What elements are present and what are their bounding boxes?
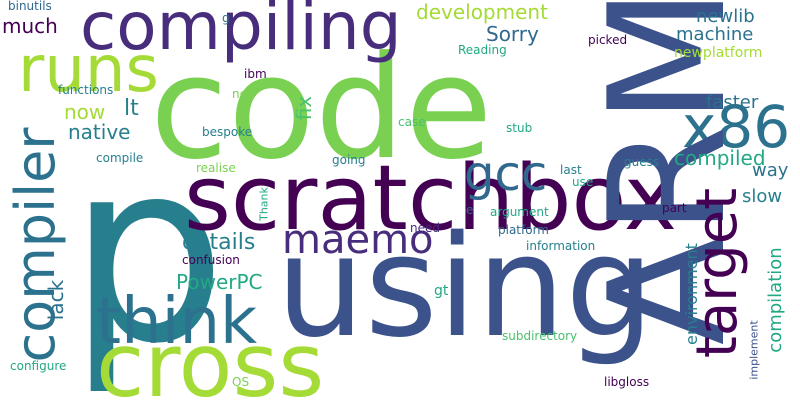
word-bespoke: bespoke — [202, 126, 252, 138]
word-compiler: compiler — [9, 127, 63, 362]
word-use: use — [572, 176, 593, 188]
word-guess: guess — [624, 156, 659, 168]
word-os: OS — [232, 376, 249, 388]
word-argument: argument — [490, 206, 549, 218]
word-functions: functions — [58, 84, 113, 96]
word-platform: platform — [498, 224, 549, 236]
word-details: details — [182, 232, 255, 254]
word-gt: gt — [434, 284, 448, 298]
word-confusion: confusion — [182, 254, 240, 266]
word-development: development — [416, 2, 548, 22]
word-gcc: gcc — [464, 150, 547, 198]
word-case: case — [398, 116, 426, 128]
word-thank: Thank — [259, 187, 270, 221]
word-environment: environment — [684, 243, 700, 345]
word-now: now — [64, 102, 105, 122]
word-stub: stub — [506, 122, 532, 134]
word-machine: machine — [676, 26, 753, 44]
word-subdirectory: subdirectory — [502, 330, 577, 342]
word-configure: configure — [10, 360, 66, 372]
word-way: way — [752, 162, 788, 180]
word-native: native — [68, 122, 130, 142]
word-compilation: compilation — [767, 247, 785, 352]
word-part: part — [662, 202, 687, 214]
word-sorry: Sorry — [486, 24, 539, 44]
word-faster: faster — [706, 94, 758, 112]
word-going: going — [332, 154, 366, 166]
word-e: e — [466, 204, 473, 216]
word-picked: picked — [588, 34, 627, 46]
word-slow: slow — [742, 188, 782, 206]
word-newplatform: newplatform — [674, 46, 762, 60]
word-lack: lack — [46, 280, 66, 320]
word-implement: implement — [749, 320, 760, 379]
word-g: g — [222, 12, 230, 24]
word-reading: Reading — [458, 44, 507, 56]
word-ibm: ibm — [244, 68, 267, 80]
word-libgloss: libgloss — [604, 376, 649, 388]
word-compile: compile — [96, 152, 143, 164]
word-realise: realise — [196, 162, 236, 174]
word-fix: fix — [294, 96, 314, 120]
word-need: need — [410, 222, 440, 234]
word-think: think — [96, 290, 257, 354]
word-binutils: binutils — [8, 0, 52, 12]
word-lt: lt — [124, 98, 139, 120]
word-powerpc: PowerPC — [176, 272, 263, 292]
word-much: much — [2, 16, 58, 36]
word-net: net — [232, 88, 252, 100]
word-information: information — [526, 240, 595, 252]
